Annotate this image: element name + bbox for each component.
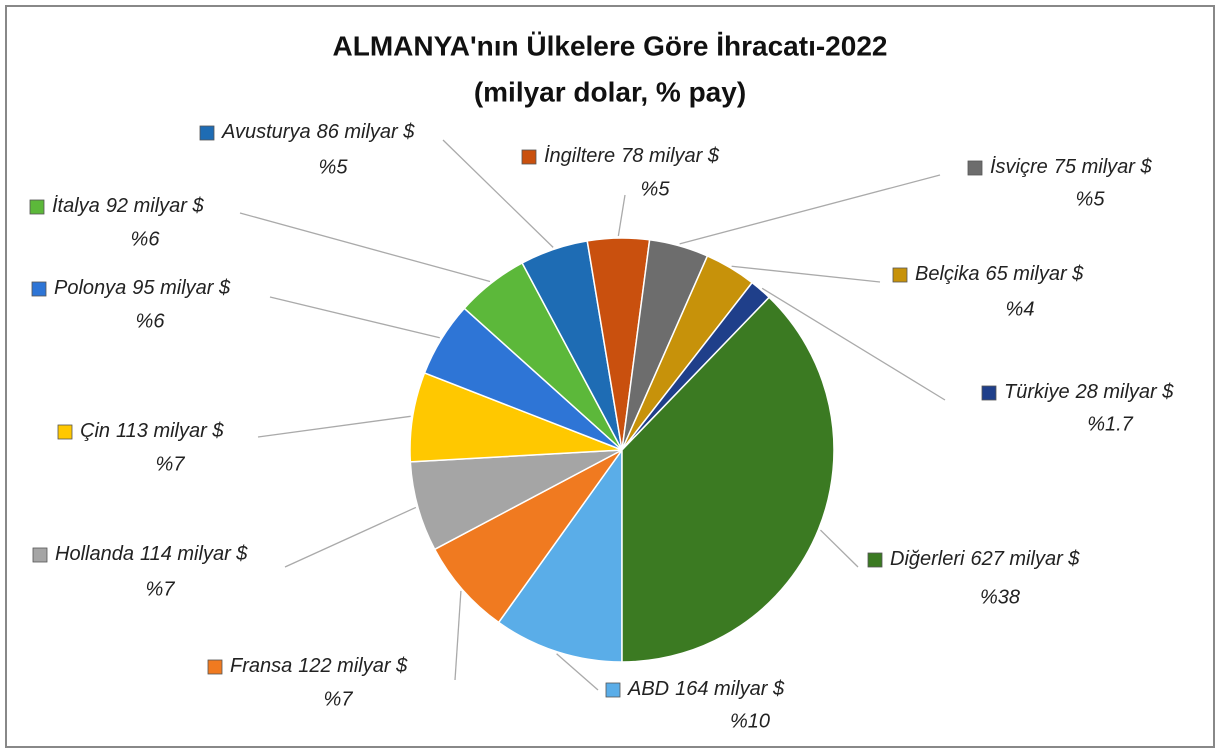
category-name: Çin <box>80 420 110 442</box>
legend-swatch <box>207 659 223 675</box>
pie-slice <box>497 447 623 663</box>
share-label: %5 <box>641 178 671 200</box>
share-label: %7 <box>156 453 186 475</box>
category-name: Polonya <box>54 277 126 299</box>
data-label: Çin 113 milyar $ <box>80 420 224 442</box>
data-label: Belçika 65 milyar $ <box>915 263 1084 285</box>
data-label: İsviçre 75 milyar $ <box>990 156 1152 178</box>
legend-swatch <box>867 552 883 568</box>
value-label: 95 milyar $ <box>132 277 231 299</box>
data-label: Avusturya 86 milyar $ <box>221 121 415 143</box>
leader-line <box>257 415 411 438</box>
share-label: %1.7 <box>1087 413 1133 435</box>
value-label: 75 milyar $ <box>1054 156 1153 178</box>
category-name: İtalya <box>52 195 100 217</box>
share-label: %10 <box>730 710 770 732</box>
data-label: İtalya 92 milyar $ <box>52 195 205 217</box>
legend-swatch <box>967 160 983 176</box>
chart-subtitle: (milyar dolar, % pay) <box>474 76 746 107</box>
share-label: %6 <box>136 310 166 332</box>
value-label: 114 milyar $ <box>140 543 248 565</box>
data-label: Fransa 122 milyar $ <box>230 655 408 677</box>
leader-line <box>556 653 599 691</box>
data-label: Polonya 95 milyar $ <box>54 277 231 299</box>
category-name: Türkiye <box>1004 381 1070 403</box>
category-name: Hollanda <box>55 543 134 565</box>
value-label: 28 milyar $ <box>1075 381 1175 403</box>
leader-line <box>239 212 491 283</box>
share-label: %7 <box>146 578 176 600</box>
chart-title: ALMANYA'nın Ülkelere Göre İhracatı-2022 <box>333 30 888 61</box>
category-name: İsviçre <box>990 156 1048 178</box>
leader-line <box>617 194 626 237</box>
value-label: 164 milyar $ <box>675 678 785 700</box>
value-label: 65 milyar $ <box>985 263 1084 285</box>
data-label: ABD 164 milyar $ <box>627 678 785 700</box>
data-label: İngiltere 78 milyar $ <box>544 145 720 167</box>
category-name: Avusturya <box>221 121 311 143</box>
value-label: 86 milyar $ <box>317 121 416 143</box>
leader-line <box>731 265 881 283</box>
legend-swatch <box>892 267 908 283</box>
value-label: 92 milyar $ <box>106 195 205 217</box>
share-label: %4 <box>1006 298 1035 320</box>
legend-swatch <box>32 547 48 563</box>
data-label: Türkiye 28 milyar $ <box>1004 381 1174 403</box>
leader-line <box>820 529 859 568</box>
value-label: 78 milyar $ <box>621 145 720 167</box>
value-label: 627 milyar $ <box>970 548 1080 570</box>
share-label: %5 <box>1076 188 1106 210</box>
legend-swatch <box>31 281 47 297</box>
share-label: %7 <box>324 688 354 710</box>
category-name: Fransa <box>230 655 292 677</box>
category-name: ABD <box>627 678 669 700</box>
category-name: Belçika <box>915 263 979 285</box>
legend-swatch <box>521 149 537 165</box>
share-label: %5 <box>319 156 349 178</box>
leader-line <box>761 287 946 401</box>
legend-swatch <box>981 385 997 401</box>
value-label: 122 milyar $ <box>298 655 408 677</box>
legend-swatch <box>199 125 215 141</box>
legend-swatch <box>57 424 73 440</box>
value-label: 113 milyar $ <box>116 420 224 442</box>
data-label: Hollanda 114 milyar $ <box>55 543 248 565</box>
leader-line <box>679 174 941 245</box>
category-name: Diğerleri <box>890 548 965 570</box>
pie-slice <box>433 449 623 624</box>
leader-line <box>442 139 554 248</box>
category-name: İngiltere <box>544 145 615 167</box>
share-label: %6 <box>131 228 161 250</box>
share-label: %38 <box>980 586 1020 608</box>
leader-line <box>269 296 440 339</box>
legend-swatch <box>29 199 45 215</box>
leader-line <box>284 506 417 568</box>
pie-slice <box>621 296 835 663</box>
legend-swatch <box>605 682 621 698</box>
data-label: Diğerleri 627 milyar $ <box>890 548 1080 570</box>
leader-line <box>454 590 462 681</box>
